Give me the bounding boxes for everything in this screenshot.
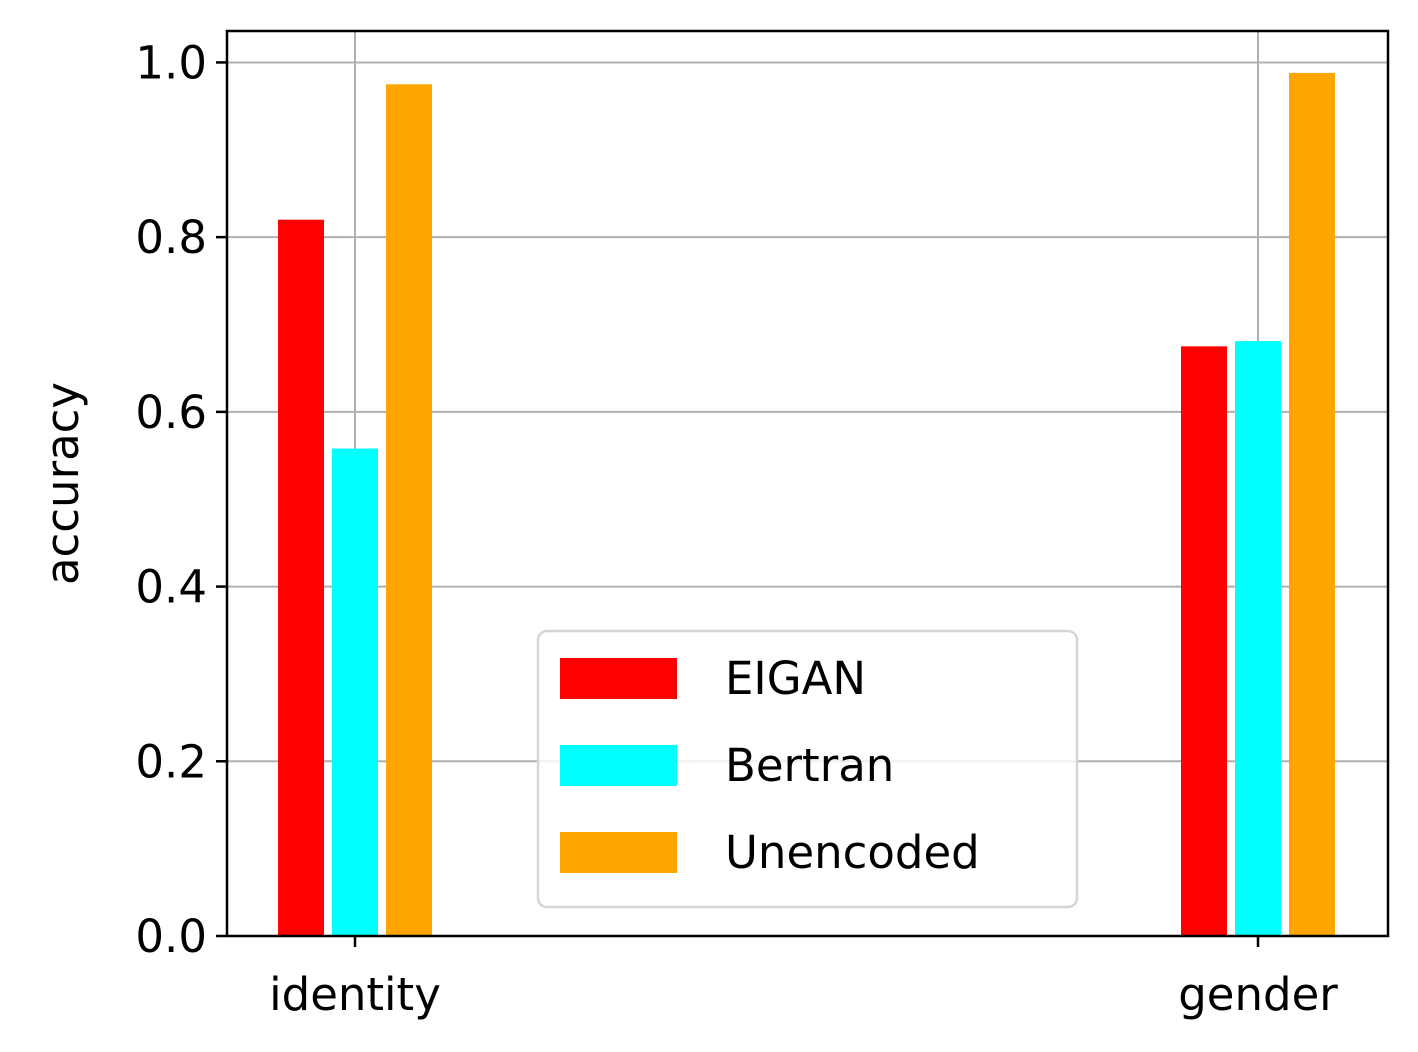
- bars: [278, 72, 1335, 937]
- bar-bertran-gender: [1235, 341, 1281, 937]
- bar-bertran-identity: [332, 448, 378, 936]
- plot-frame: [225, 29, 1390, 938]
- legend-label-bertran: Bertran: [725, 739, 894, 792]
- y-tick-label: 0.6: [135, 386, 207, 439]
- x-tick-label: identity: [269, 968, 441, 1021]
- x-tick-label: gender: [1178, 968, 1338, 1021]
- y-axis-label: accuracy: [36, 382, 89, 585]
- y-tick-label: 1.0: [135, 36, 207, 89]
- y-tick-label: 0.0: [135, 910, 207, 963]
- legend-label-eigan: EIGAN: [725, 652, 866, 705]
- bar-eigan-identity: [278, 219, 324, 936]
- legend-swatch-unencoded: [560, 832, 677, 873]
- bar-unencoded-gender: [1289, 72, 1335, 937]
- bar-eigan-gender: [1181, 346, 1227, 937]
- bar-unencoded-identity: [386, 84, 432, 936]
- y-tick-label: 0.2: [135, 735, 207, 788]
- legend-swatch-eigan: [560, 658, 677, 699]
- y-tick-label: 0.4: [135, 561, 207, 614]
- y-tick-label: 0.8: [135, 211, 207, 264]
- legend-swatch-bertran: [560, 745, 677, 786]
- legend: EIGAN Bertran Unencoded: [536, 629, 1079, 909]
- legend-label-unencoded: Unencoded: [725, 826, 980, 879]
- axis-ticks: 0.0 0.2 0.4 0.6 0.8 1.0 identity gender: [135, 36, 1338, 1021]
